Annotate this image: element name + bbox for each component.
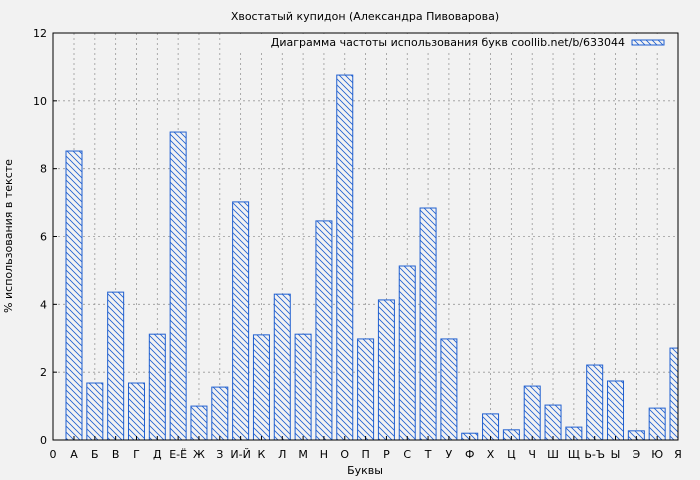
- y-tick-label: 2: [40, 366, 47, 379]
- bar-Л: [273, 293, 291, 441]
- bar-Д: [148, 333, 166, 441]
- bar-А: [65, 150, 83, 441]
- y-tick-label: 8: [40, 163, 47, 176]
- bar-Ю: [648, 407, 666, 441]
- x-tick-label: Ш: [547, 448, 559, 461]
- x-tick-label-origin: 0: [50, 448, 57, 461]
- x-tick-label: Щ: [568, 448, 580, 461]
- x-tick-label: Н: [320, 448, 328, 461]
- legend-label: Диаграмма частоты использования букв coo…: [271, 36, 625, 49]
- x-tick-label: Ы: [611, 448, 621, 461]
- x-tick-label: О: [340, 448, 349, 461]
- x-tick-label: Л: [278, 448, 286, 461]
- bar-Ж: [190, 405, 208, 441]
- bar-Ш: [544, 404, 562, 441]
- bar-Ч: [523, 385, 541, 441]
- chart-title: Хвостатый купидон (Александра Пивоварова…: [231, 10, 499, 23]
- bar-Г: [127, 382, 145, 441]
- y-tick-label: 10: [33, 95, 47, 108]
- x-tick-label: Р: [383, 448, 390, 461]
- x-tick-label: Ь-Ъ: [584, 448, 605, 461]
- y-tick-label: 0: [40, 434, 47, 447]
- x-tick-label: Е-Ё: [169, 448, 187, 461]
- y-tick-label: 4: [40, 298, 47, 311]
- x-tick-label: Ч: [528, 448, 536, 461]
- legend-box: [240, 34, 677, 51]
- bar-Н: [315, 220, 333, 441]
- bar-У: [440, 338, 458, 441]
- x-tick-label: Д: [153, 448, 162, 461]
- x-tick-label: Я: [674, 448, 682, 461]
- bar-Б: [86, 382, 104, 441]
- bar-О: [336, 74, 354, 441]
- x-tick-label: Г: [133, 448, 140, 461]
- bar-Я: [669, 347, 679, 441]
- x-tick-label: Б: [91, 448, 99, 461]
- bar-С: [398, 265, 416, 441]
- x-tick-label: З: [216, 448, 223, 461]
- x-tick-label: М: [298, 448, 308, 461]
- x-tick-label: Э: [633, 448, 641, 461]
- bar-Т: [419, 207, 437, 441]
- x-tick-label: Х: [487, 448, 495, 461]
- legend-swatch: [631, 39, 665, 46]
- bar-В: [107, 291, 125, 441]
- x-tick-label: А: [70, 448, 78, 461]
- x-tick-label: К: [258, 448, 266, 461]
- bar-Е-Ё: [169, 131, 187, 441]
- x-tick-label: П: [361, 448, 369, 461]
- bar-М: [294, 333, 312, 441]
- y-tick-label: 6: [40, 231, 47, 244]
- bar-З: [211, 386, 229, 441]
- y-tick-label: 12: [33, 27, 47, 40]
- x-axis-label: Буквы: [347, 464, 383, 477]
- x-tick-label: С: [403, 448, 411, 461]
- x-tick-label: Ю: [651, 448, 663, 461]
- bar-П: [357, 338, 375, 441]
- bar-Ь-Ъ: [586, 364, 604, 441]
- x-tick-label: И-Й: [230, 448, 250, 461]
- y-axis-label: % использования в тексте: [2, 159, 15, 313]
- x-tick-label: У: [446, 448, 453, 461]
- x-tick-label: В: [112, 448, 120, 461]
- bar-К: [252, 334, 270, 441]
- x-tick-label: Ф: [465, 448, 474, 461]
- bar-И-Й: [232, 201, 250, 441]
- bar-Р: [377, 299, 395, 441]
- x-tick-label: Ж: [193, 448, 205, 461]
- bar-Ы: [607, 380, 625, 441]
- x-tick-label: Ц: [507, 448, 516, 461]
- x-tick-label: Т: [424, 448, 432, 461]
